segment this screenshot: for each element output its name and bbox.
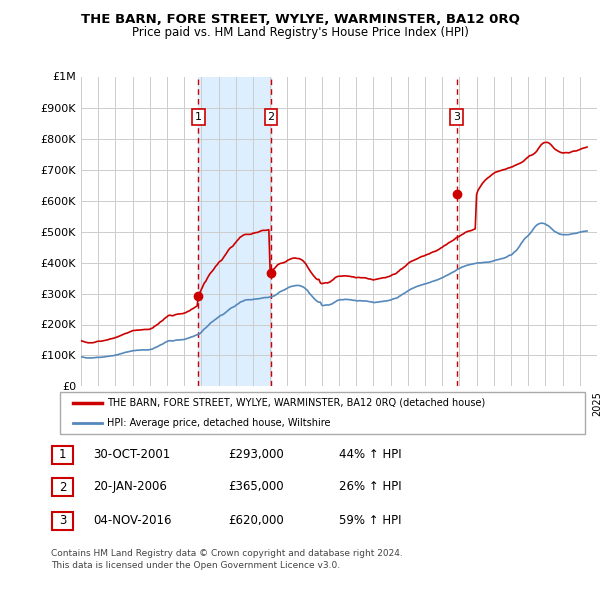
Text: 3: 3 (59, 514, 66, 527)
Bar (199, 77, 271, 386)
Text: 1: 1 (195, 112, 202, 122)
Text: THE BARN, FORE STREET, WYLYE, WARMINSTER, BA12 0RQ: THE BARN, FORE STREET, WYLYE, WARMINSTER… (80, 13, 520, 26)
Text: 30-OCT-2001: 30-OCT-2001 (93, 448, 170, 461)
Text: £620,000: £620,000 (228, 514, 284, 527)
FancyBboxPatch shape (52, 478, 73, 496)
Text: 2: 2 (59, 481, 66, 494)
Text: 20-JAN-2006: 20-JAN-2006 (93, 480, 167, 493)
Text: 2: 2 (268, 112, 275, 122)
Text: 1: 1 (59, 448, 66, 461)
Text: THE BARN, FORE STREET, WYLYE, WARMINSTER, BA12 0RQ (detached house): THE BARN, FORE STREET, WYLYE, WARMINSTER… (107, 398, 485, 408)
Text: HPI: Average price, detached house, Wiltshire: HPI: Average price, detached house, Wilt… (107, 418, 331, 428)
Text: 3: 3 (453, 112, 460, 122)
Text: This data is licensed under the Open Government Licence v3.0.: This data is licensed under the Open Gov… (51, 560, 340, 570)
Text: £1M: £1M (52, 72, 76, 81)
Text: 59% ↑ HPI: 59% ↑ HPI (339, 514, 401, 527)
Text: 04-NOV-2016: 04-NOV-2016 (93, 514, 172, 527)
FancyBboxPatch shape (52, 446, 73, 464)
Text: £365,000: £365,000 (228, 480, 284, 493)
Text: 44% ↑ HPI: 44% ↑ HPI (339, 448, 401, 461)
Text: Contains HM Land Registry data © Crown copyright and database right 2024.: Contains HM Land Registry data © Crown c… (51, 549, 403, 558)
Text: Price paid vs. HM Land Registry's House Price Index (HPI): Price paid vs. HM Land Registry's House … (131, 26, 469, 39)
Text: £293,000: £293,000 (228, 448, 284, 461)
Text: 26% ↑ HPI: 26% ↑ HPI (339, 480, 401, 493)
FancyBboxPatch shape (52, 512, 73, 530)
FancyBboxPatch shape (60, 392, 585, 434)
